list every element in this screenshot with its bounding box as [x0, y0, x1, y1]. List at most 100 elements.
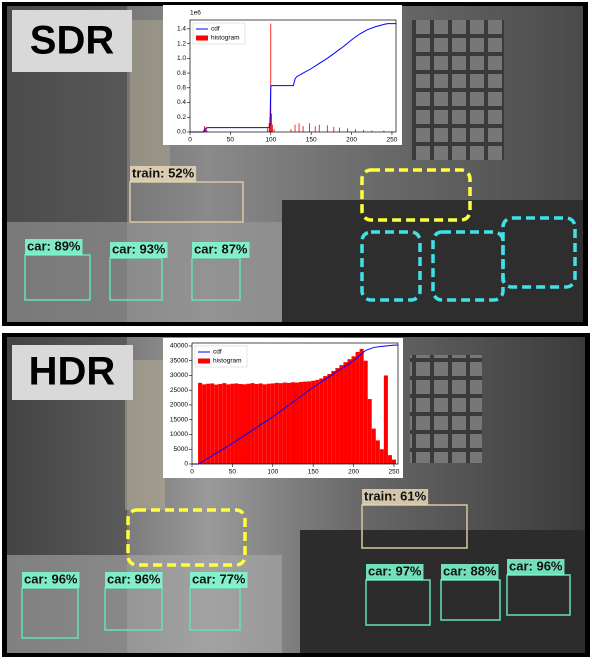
x-tick-label: 150 — [308, 469, 319, 476]
x-tick-label: 0 — [188, 137, 192, 144]
histogram-bar — [234, 383, 239, 464]
box — [360, 230, 422, 302]
histogram-bar — [323, 376, 328, 464]
histogram-bar — [273, 129, 275, 132]
histogram-bar — [383, 375, 388, 464]
x-tick-label: 0 — [190, 469, 194, 476]
y-tick-label: 0.6 — [177, 85, 186, 92]
detection-label: car: 96% — [509, 558, 563, 573]
detection-label-bg — [105, 572, 163, 588]
histogram-bar — [250, 383, 255, 464]
detection-label-bg — [507, 559, 565, 575]
box — [360, 168, 472, 222]
histogram-bar — [258, 383, 263, 464]
x-tick-label: 50 — [229, 469, 237, 476]
histogram-bar — [278, 383, 283, 464]
histogram-bar — [371, 130, 373, 132]
y-tick-label: 5000 — [174, 446, 189, 453]
detection: car: 93% — [109, 241, 168, 301]
histogram-bar — [347, 128, 348, 132]
panel-label-bg — [12, 345, 133, 400]
histogram-bar — [271, 113, 272, 132]
detection: car: 96% — [21, 571, 80, 639]
y-tick-label: 0 — [184, 461, 188, 468]
histogram-bar — [274, 382, 279, 464]
detection-label-bg — [190, 572, 248, 588]
legend-key — [198, 358, 210, 364]
histogram-bar — [214, 384, 219, 464]
detection: car: 88% — [440, 563, 501, 621]
histogram-bar — [238, 384, 243, 464]
histogram-bar — [315, 379, 320, 464]
histogram-bar — [222, 383, 227, 464]
histogram-bar — [333, 126, 335, 132]
histogram-bar — [318, 124, 320, 132]
histogram-bar — [363, 129, 365, 132]
detection: car: 87% — [191, 241, 250, 301]
histogram-bar — [204, 126, 205, 132]
histogram-bar — [295, 382, 300, 464]
histogram-bar — [299, 381, 304, 464]
histogram-bar — [387, 455, 392, 464]
histogram-bar — [355, 351, 360, 464]
histogram-bar — [371, 428, 376, 464]
histogram-bar — [359, 348, 364, 464]
histogram-bar — [206, 130, 208, 132]
histogram-bar — [327, 373, 332, 464]
y-tick-label: 0.4 — [177, 99, 186, 106]
histogram-chart: 0 5000 10000 15000 20000 25000 30000 35000 40000… — [170, 342, 400, 476]
table — [7, 555, 282, 653]
y-tick-label: 15000 — [170, 416, 188, 423]
histogram-bar — [266, 383, 271, 464]
cdf-line — [190, 23, 396, 133]
histogram-bar — [210, 383, 215, 464]
table — [7, 222, 282, 322]
histogram-bar — [303, 381, 308, 464]
detection-label: train: 61% — [364, 488, 427, 503]
histogram-bar — [204, 128, 206, 132]
histogram-bar — [294, 124, 296, 132]
histogram-bar — [246, 383, 251, 464]
histogram-bar — [335, 368, 340, 464]
detection: train: 61% — [361, 488, 468, 549]
detection: train: 52% — [129, 165, 244, 223]
hdr-panel: HDR — [2, 333, 590, 657]
panel-label-bg — [12, 10, 132, 72]
histogram-bar — [202, 384, 207, 464]
detection-label-bg — [362, 489, 429, 505]
detection: car: 77% — [189, 571, 248, 631]
panel-title: SDR — [30, 19, 115, 63]
histogram-bar — [343, 362, 348, 464]
x-tick-label: 50 — [227, 137, 235, 144]
histogram-chart: 0.0 0.2 0.4 0.6 0.8 1.0 1.2 1.4 0 50 100 150 200 250 1… — [177, 10, 398, 144]
detection-label-bg — [130, 166, 197, 182]
y-offset-label: 1e6 — [190, 10, 201, 17]
histogram-bar — [270, 23, 272, 132]
detection: car: 89% — [24, 238, 91, 301]
box — [501, 216, 577, 289]
detection-label-bg — [25, 239, 83, 255]
histogram-bar — [298, 123, 300, 132]
x-tick-label: 100 — [265, 137, 276, 144]
panel-title: HDR — [29, 350, 116, 394]
histogram-bar — [242, 384, 247, 464]
detection: car: 96% — [506, 558, 571, 616]
x-tick-label: 200 — [346, 137, 357, 144]
cdf-line — [192, 344, 398, 465]
histogram-bar — [307, 381, 312, 464]
detection-label: car: 88% — [443, 563, 497, 578]
detection-label-bg — [441, 564, 499, 580]
detection-label-bg — [192, 242, 250, 258]
y-tick-label: 0.0 — [177, 129, 186, 136]
detection-label-bg — [110, 242, 168, 258]
histogram-bar — [347, 359, 352, 464]
histogram-bar — [391, 459, 396, 464]
histogram-bar — [367, 399, 372, 464]
detection-label: car: 77% — [192, 571, 246, 586]
legend-label: histogram — [213, 358, 242, 365]
histogram-bar — [290, 382, 295, 464]
detection-label: train: 52% — [132, 165, 195, 180]
detection-label: car: 87% — [194, 241, 248, 256]
